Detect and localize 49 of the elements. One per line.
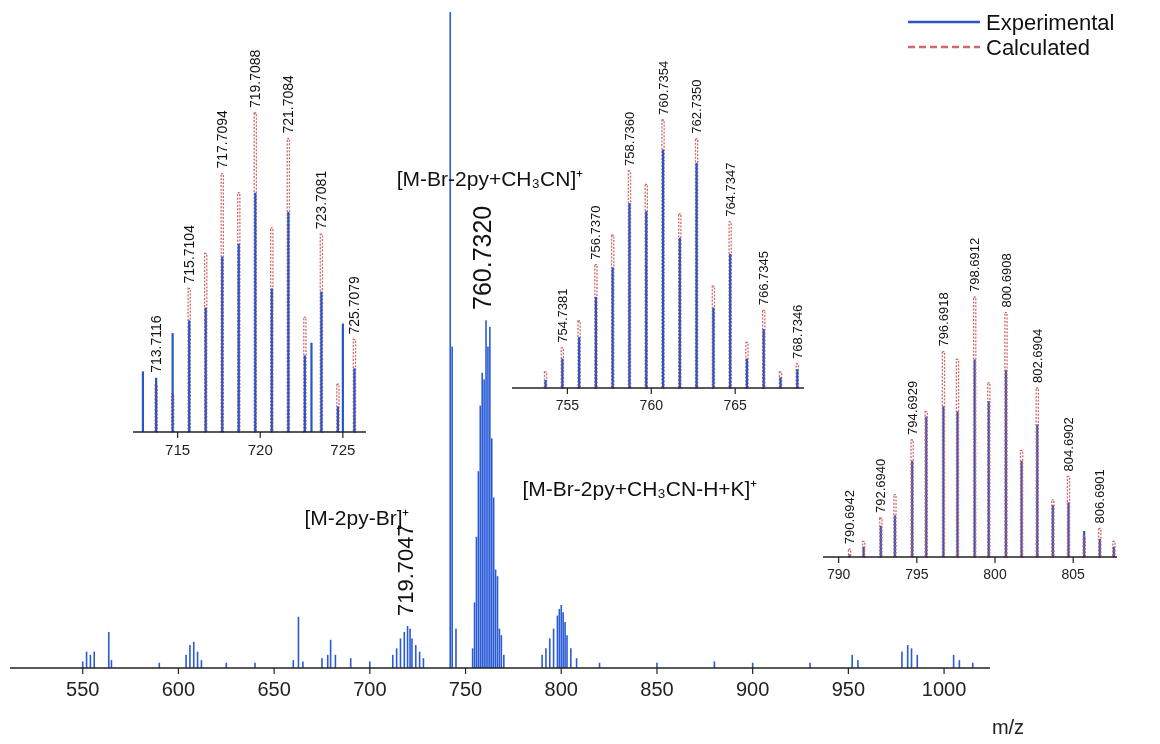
legend-label: Calculated bbox=[986, 35, 1090, 60]
x-tick-label: 795 bbox=[905, 566, 929, 582]
annotation: 756.7370 bbox=[588, 205, 604, 260]
annotation: 806.6901 bbox=[1092, 469, 1108, 524]
legend-label: Experimental bbox=[986, 10, 1115, 35]
x-tick-label: 720 bbox=[247, 441, 273, 458]
annotation: 804.6902 bbox=[1061, 417, 1077, 472]
annotation: 723.7081 bbox=[313, 170, 330, 230]
x-tick-label: 900 bbox=[735, 678, 770, 700]
annotation: 800.6908 bbox=[998, 253, 1014, 308]
annotation: 760.7354 bbox=[655, 60, 671, 115]
x-tick-label: 800 bbox=[983, 566, 1007, 582]
annotation: 713.7116 bbox=[148, 315, 165, 373]
x-tick-label: 805 bbox=[1061, 566, 1086, 582]
annotation: 802.6904 bbox=[1029, 328, 1045, 383]
x-tick-label: 790 bbox=[826, 566, 851, 582]
annotation: 725.7079 bbox=[346, 275, 363, 335]
x-tick-label: 765 bbox=[723, 397, 748, 413]
x-tick-label: 755 bbox=[555, 397, 580, 413]
annotation: 715.7104 bbox=[181, 224, 198, 284]
annotation: 796.6918 bbox=[935, 292, 951, 347]
x-tick-label: 750 bbox=[448, 678, 483, 700]
x-tick-label: 650 bbox=[257, 678, 291, 700]
x-tick-label: 550 bbox=[66, 678, 100, 700]
x-axis-title: m/z bbox=[991, 716, 1025, 738]
annotation: 768.7346 bbox=[789, 304, 805, 359]
annotation: 754.7381 bbox=[554, 288, 570, 343]
x-tick-label: 725 bbox=[330, 441, 356, 458]
x-tick-label: 715 bbox=[165, 441, 191, 458]
annotation: 719.7088 bbox=[247, 49, 264, 108]
x-tick-label: 760 bbox=[639, 397, 664, 413]
x-tick-label: 1000 bbox=[921, 678, 967, 700]
annotation: 790.6942 bbox=[842, 489, 858, 545]
annotation: 762.7350 bbox=[689, 79, 705, 134]
annotation: [M-Br-2py+CH₃CN-H+K]⁺ bbox=[522, 477, 758, 500]
annotation: 794.6929 bbox=[904, 380, 920, 435]
annotation: 798.6912 bbox=[967, 237, 983, 292]
annotation: 717.7094 bbox=[214, 110, 231, 169]
annotation: 764.7347 bbox=[722, 162, 738, 217]
x-tick-label: 950 bbox=[831, 678, 866, 700]
x-tick-label: 850 bbox=[640, 678, 674, 700]
annotation: 721.7084 bbox=[280, 74, 297, 134]
annotation: 760.7320 bbox=[467, 205, 496, 310]
x-tick-label: 800 bbox=[544, 678, 578, 700]
annotation: 766.7345 bbox=[756, 251, 772, 306]
annotation: 792.6940 bbox=[873, 458, 889, 513]
annotation: 758.7360 bbox=[622, 111, 638, 166]
x-tick-label: 600 bbox=[161, 678, 196, 700]
x-tick-label: 700 bbox=[353, 678, 387, 700]
